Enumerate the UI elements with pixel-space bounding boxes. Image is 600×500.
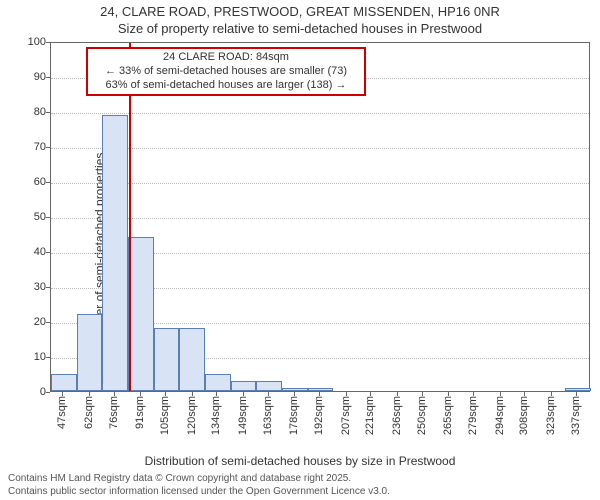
annotation-line3: 63% of semi-detached houses are larger (… [92, 79, 360, 93]
gridline [51, 218, 589, 219]
xtick-label: 236sqm [391, 396, 403, 435]
ytick-mark [46, 147, 50, 148]
xtick-label: 294sqm [494, 396, 506, 435]
histogram-bar [51, 374, 77, 392]
plot-area: 24 CLARE ROAD: 84sqm← 33% of semi-detach… [50, 42, 590, 392]
histogram-bar [77, 314, 103, 391]
chart-container: 24, CLARE ROAD, PRESTWOOD, GREAT MISSEND… [0, 0, 600, 500]
xtick-label: 105sqm [159, 396, 171, 435]
ytick-mark [46, 42, 50, 43]
xtick-label: 221sqm [364, 396, 376, 435]
ytick-label: 50 [34, 211, 46, 223]
ytick-label: 80 [34, 106, 46, 118]
ytick-label: 20 [34, 316, 46, 328]
histogram-bar [565, 388, 591, 392]
xtick-label: 47sqm [56, 396, 68, 429]
histogram-bar [154, 328, 180, 391]
xtick-label: 279sqm [467, 396, 479, 435]
ytick-mark [46, 287, 50, 288]
gridline [51, 113, 589, 114]
ytick-label: 90 [34, 71, 46, 83]
chart-title-line1: 24, CLARE ROAD, PRESTWOOD, GREAT MISSEND… [0, 4, 600, 19]
x-axis-label: Distribution of semi-detached houses by … [0, 454, 600, 468]
histogram-bar [282, 388, 308, 392]
ytick-mark [46, 182, 50, 183]
ytick-label: 70 [34, 141, 46, 153]
xtick-label: 62sqm [83, 396, 95, 429]
histogram-bar [231, 381, 257, 392]
xtick-label: 308sqm [518, 396, 530, 435]
ytick-mark [46, 322, 50, 323]
xtick-label: 91sqm [134, 396, 146, 429]
ytick-mark [46, 357, 50, 358]
annotation-box: 24 CLARE ROAD: 84sqm← 33% of semi-detach… [86, 47, 366, 96]
ytick-mark [46, 252, 50, 253]
xtick-label: 76sqm [108, 396, 120, 429]
credits-line1: Contains HM Land Registry data © Crown c… [8, 473, 390, 486]
xtick-label: 207sqm [340, 396, 352, 435]
credits-line2: Contains public sector information licen… [8, 486, 390, 499]
xtick-label: 265sqm [442, 396, 454, 435]
ytick-label: 100 [28, 36, 46, 48]
ytick-mark [46, 392, 50, 393]
xtick-label: 149sqm [237, 396, 249, 435]
annotation-line1: 24 CLARE ROAD: 84sqm [92, 51, 360, 65]
xtick-label: 192sqm [313, 396, 325, 435]
histogram-bar [102, 115, 128, 392]
xtick-label: 134sqm [210, 396, 222, 435]
xtick-label: 337sqm [570, 396, 582, 435]
gridline [51, 183, 589, 184]
xtick-label: 250sqm [416, 396, 428, 435]
gridline [51, 148, 589, 149]
annotation-line2: ← 33% of semi-detached houses are smalle… [92, 65, 360, 79]
xtick-label: 323sqm [545, 396, 557, 435]
ytick-label: 30 [34, 281, 46, 293]
histogram-bar [128, 237, 154, 391]
ytick-label: 40 [34, 246, 46, 258]
xtick-label: 163sqm [262, 396, 274, 435]
histogram-bar [308, 388, 334, 392]
histogram-bar [179, 328, 205, 391]
histogram-bar [205, 374, 231, 392]
xtick-label: 178sqm [288, 396, 300, 435]
histogram-bar [256, 381, 282, 392]
ytick-mark [46, 77, 50, 78]
ytick-mark [46, 217, 50, 218]
chart-title-line2: Size of property relative to semi-detach… [0, 21, 600, 36]
xtick-label: 120sqm [186, 396, 198, 435]
ytick-mark [46, 112, 50, 113]
ytick-label: 60 [34, 176, 46, 188]
credits: Contains HM Land Registry data © Crown c… [8, 473, 390, 498]
ytick-label: 10 [34, 351, 46, 363]
